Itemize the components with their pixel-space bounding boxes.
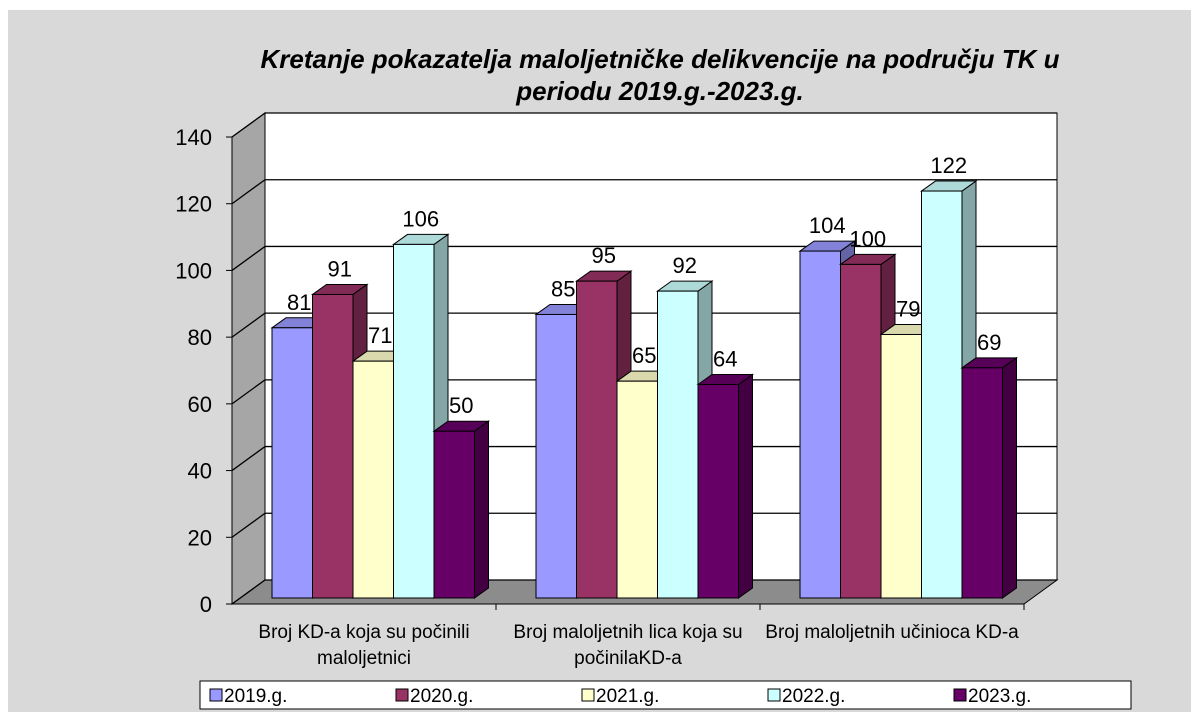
value-label: 69 [977,330,1001,355]
bar [432,420,491,599]
legend-label: 2019.g. [224,686,287,707]
bar-side [1002,356,1017,599]
legend-swatch [209,688,223,702]
bar-front [433,430,475,599]
bar-front [961,367,1003,599]
grid-line [231,245,1057,271]
grid-line [231,579,1057,605]
legend-label: 2020.g. [410,686,473,707]
bar-front [576,280,618,599]
x-tick-label: Broj KD-a koja su počinili maloljetnici [258,622,470,669]
bar [391,233,450,599]
value-label: 104 [809,213,846,238]
x-tick-label: Broj maloljetnih učinioca KD-a [765,622,1019,643]
value-label: 79 [896,296,920,321]
y-tick-label: 40 [188,459,212,484]
bar-front [697,384,739,599]
value-label: 85 [551,276,575,301]
bar-side [738,373,753,599]
bar-front [799,250,841,599]
x-tick-label: Broj maloljetnih lica koja su počinilaKD… [513,622,743,669]
bar-front [312,293,354,599]
value-label: 50 [449,393,473,418]
legend-swatch [581,688,595,702]
y-tick-label: 20 [188,525,212,550]
bar-front [535,313,577,599]
value-label: 122 [930,153,967,178]
bar-side [474,420,489,599]
grid-line [231,312,1057,338]
grid-line [231,512,1057,538]
bar [696,373,755,599]
y-tick-label: 60 [188,392,212,417]
side-wall [231,112,266,605]
y-tick-label: 140 [175,125,212,150]
value-label: 100 [849,226,886,251]
bar-front [393,243,435,599]
value-label: 71 [368,323,392,348]
bar [960,356,1019,599]
grid-line [231,379,1057,405]
bar-front [880,333,922,599]
bar-front [840,263,882,599]
y-tick-label: 0 [200,592,212,617]
value-label: 81 [287,290,311,315]
chart-title: Kretanje pokazatelja maloljetničke delik… [260,44,1059,106]
y-tick-label: 100 [175,258,212,283]
bar-front [616,380,658,599]
value-label: 92 [673,253,697,278]
legend-label: 2021.g. [596,686,659,707]
grid-line [231,112,1057,138]
y-tick-label: 80 [188,325,212,350]
value-label: 106 [402,206,439,231]
y-tick-label: 120 [175,192,212,217]
bar-front [657,290,699,599]
legend-swatch [767,688,781,702]
value-label: 64 [713,347,737,372]
bar-front [352,360,394,599]
bar [574,270,633,599]
value-label: 95 [592,243,616,268]
bar-front [271,327,313,599]
value-label: 91 [328,256,352,281]
grid-line [231,179,1057,205]
bar-front [921,190,963,599]
legend-label: 2022.g. [782,686,845,707]
legend-swatch [953,688,967,702]
legend [199,680,1132,710]
value-label: 65 [632,343,656,368]
legend-label: 2023.g. [968,686,1031,707]
legend-swatch [395,688,409,702]
grid-line [231,445,1057,472]
